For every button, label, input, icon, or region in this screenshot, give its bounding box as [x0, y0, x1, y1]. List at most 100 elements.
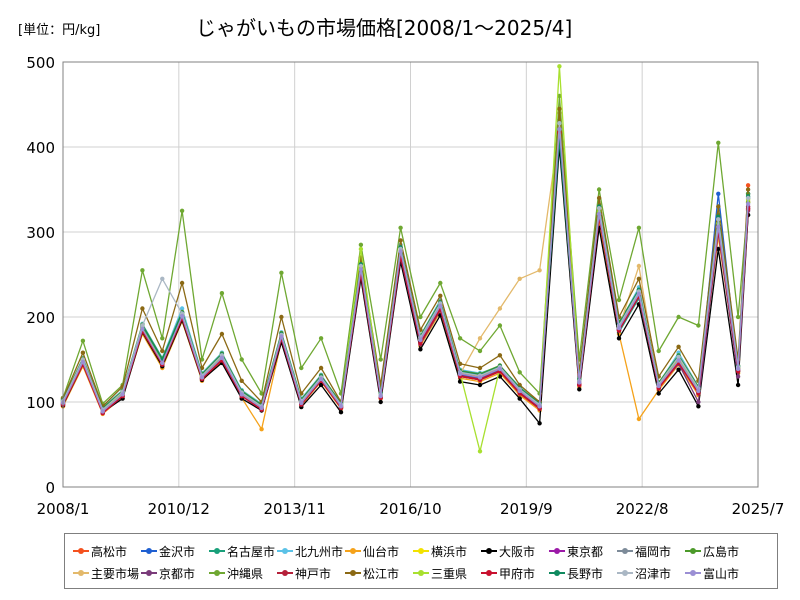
data-point: [696, 388, 701, 394]
x-tick-label: 2016/10: [379, 500, 441, 518]
legend-item: 東京都: [549, 542, 617, 560]
legend-item: 広島市: [685, 542, 753, 560]
data-point: [735, 314, 741, 320]
data-point: [160, 336, 165, 341]
data-point: [358, 267, 364, 272]
data-point: [477, 348, 483, 354]
legend-marker-icon: [209, 570, 225, 576]
data-point: [537, 404, 542, 409]
data-point: [378, 393, 383, 399]
data-point: [140, 326, 145, 332]
data-point: [219, 331, 225, 337]
data-point: [140, 268, 145, 273]
data-point: [160, 360, 165, 366]
data-point: [716, 140, 721, 145]
legend-label: 京都市: [159, 566, 196, 581]
data-point: [735, 366, 741, 372]
data-point: [656, 348, 661, 354]
data-point: [140, 306, 145, 311]
data-point: [239, 378, 244, 383]
legend: 高松市 金沢市 名古屋市 北九州市 仙台市 横浜市 大阪市 東京都 福岡市 広島市 主要市場 京都市…: [64, 533, 778, 589]
data-point: [438, 280, 443, 286]
data-point: [596, 206, 602, 211]
data-point: [745, 195, 751, 201]
legend-item: 神戸市: [277, 564, 345, 582]
legend-marker-icon: [141, 548, 157, 554]
legend-label: 金沢市: [159, 544, 196, 559]
data-point: [378, 357, 383, 362]
data-point: [596, 195, 602, 201]
legend-item: 北九州市: [277, 542, 345, 560]
data-point: [745, 183, 751, 188]
data-point: [477, 449, 483, 454]
data-point: [577, 380, 582, 385]
data-point: [656, 391, 661, 396]
y-tick-label: 500: [26, 54, 55, 72]
data-point: [358, 263, 364, 269]
data-point: [100, 409, 105, 414]
data-point: [636, 291, 642, 297]
legend-item: 松江市: [345, 564, 413, 582]
data-point: [716, 204, 721, 209]
data-point: [517, 388, 522, 394]
legend-label: 沼津市: [635, 566, 672, 581]
data-point: [398, 238, 403, 243]
data-point: [676, 314, 681, 320]
data-point: [735, 382, 741, 388]
data-point: [179, 313, 185, 319]
data-point: [179, 208, 185, 213]
data-point: [716, 246, 721, 252]
data-point: [716, 217, 721, 222]
legend-item: 長野市: [549, 564, 617, 582]
data-point: [358, 242, 364, 247]
data-point: [160, 348, 165, 354]
data-point: [438, 303, 443, 309]
legend-marker-icon: [617, 570, 633, 576]
legend-marker-icon: [277, 570, 293, 576]
legend-row: 高松市 金沢市 名古屋市 北九州市 仙台市 横浜市 大阪市 東京都 福岡市 広島市: [73, 542, 753, 560]
data-point: [616, 325, 622, 331]
data-point: [80, 338, 86, 343]
data-point: [517, 382, 522, 388]
data-point: [199, 365, 205, 371]
legend-label: 長野市: [567, 566, 604, 581]
data-point: [140, 323, 145, 328]
data-point: [457, 336, 463, 341]
legend-label: 甲府市: [499, 566, 536, 581]
legend-marker-icon: [345, 548, 361, 554]
legend-item: 京都市: [141, 564, 209, 582]
legend-marker-icon: [481, 570, 497, 576]
data-point: [696, 399, 701, 405]
legend-row: 主要市場 京都市 沖縄県 神戸市 松江市 三重県 甲府市 長野市 沼津市 富山市: [73, 564, 753, 582]
data-point: [497, 353, 503, 358]
legend-label: 主要市場: [91, 566, 140, 581]
legend-marker-icon: [413, 570, 429, 576]
legend-marker-icon: [617, 548, 633, 554]
series-line: [62, 108, 749, 407]
legend-item: 大阪市: [481, 542, 549, 560]
data-point: [259, 405, 264, 411]
legend-item: 甲府市: [481, 564, 549, 582]
data-point: [745, 201, 751, 207]
data-point: [716, 224, 721, 230]
data-point: [279, 314, 284, 320]
data-point: [259, 427, 264, 432]
x-tick-label: 2025/7: [732, 500, 785, 518]
series-富山市: [60, 127, 751, 414]
legend-marker-icon: [413, 548, 429, 554]
data-point: [457, 361, 463, 366]
legend-marker-icon: [277, 548, 293, 554]
data-point: [596, 187, 602, 192]
y-tick-label: 300: [26, 224, 55, 242]
data-point: [557, 127, 562, 132]
data-point: [596, 211, 602, 217]
data-point: [299, 365, 304, 371]
data-point: [517, 276, 522, 281]
data-point: [318, 376, 324, 382]
data-point: [557, 106, 562, 112]
legend-item: 主要市場: [73, 564, 141, 582]
data-point: [477, 336, 483, 341]
y-tick-label: 0: [45, 479, 55, 497]
legend-marker-icon: [141, 570, 157, 576]
